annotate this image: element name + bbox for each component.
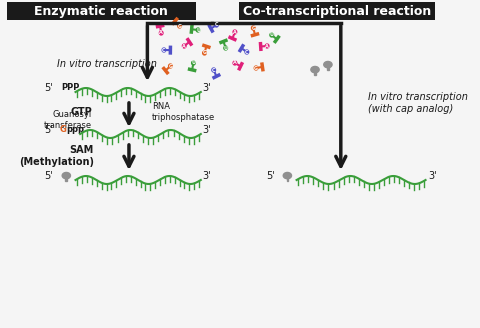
Circle shape <box>159 31 163 35</box>
Circle shape <box>233 30 237 34</box>
Text: 3': 3' <box>203 125 211 135</box>
Circle shape <box>203 51 206 55</box>
Circle shape <box>168 64 172 68</box>
Text: Co-transcriptional reaction: Co-transcriptional reaction <box>243 5 431 17</box>
Text: 3': 3' <box>428 171 437 181</box>
Text: RNA
triphosphatase: RNA triphosphatase <box>152 102 215 122</box>
Text: C: C <box>212 68 216 72</box>
Text: C: C <box>162 48 166 52</box>
Text: 3': 3' <box>203 171 211 181</box>
Text: ppp: ppp <box>66 126 84 134</box>
Text: A: A <box>159 31 163 35</box>
Text: 5': 5' <box>45 171 53 181</box>
Ellipse shape <box>324 61 332 68</box>
Circle shape <box>196 28 200 32</box>
Text: GTP: GTP <box>71 107 92 117</box>
Ellipse shape <box>62 173 71 179</box>
Circle shape <box>233 61 237 65</box>
Circle shape <box>224 46 228 50</box>
Text: G: G <box>252 26 255 31</box>
Circle shape <box>192 61 195 65</box>
Text: Enzymatic reaction: Enzymatic reaction <box>35 5 168 17</box>
FancyBboxPatch shape <box>327 65 329 70</box>
Ellipse shape <box>311 67 319 73</box>
Circle shape <box>252 26 255 30</box>
Text: G: G <box>178 24 181 29</box>
Text: A: A <box>182 44 186 49</box>
Text: 3': 3' <box>203 83 211 93</box>
Text: U: U <box>224 46 228 51</box>
FancyBboxPatch shape <box>7 2 196 20</box>
Circle shape <box>212 68 216 72</box>
Text: C: C <box>215 23 218 28</box>
FancyBboxPatch shape <box>314 70 316 75</box>
Text: SAM
(Methylation): SAM (Methylation) <box>19 145 94 167</box>
Circle shape <box>254 66 258 70</box>
FancyBboxPatch shape <box>65 175 67 181</box>
Circle shape <box>245 50 249 54</box>
Circle shape <box>162 48 166 52</box>
Circle shape <box>265 44 269 48</box>
Text: Guanosyl
transferase: Guanosyl transferase <box>44 110 92 130</box>
FancyBboxPatch shape <box>240 2 435 20</box>
Circle shape <box>270 33 274 37</box>
Text: In vitro transcription
(with cap analog): In vitro transcription (with cap analog) <box>369 92 468 114</box>
Text: C: C <box>245 50 249 54</box>
Text: A: A <box>265 44 269 49</box>
Text: PPP: PPP <box>62 84 80 92</box>
Text: 5': 5' <box>266 171 275 181</box>
Ellipse shape <box>283 173 291 179</box>
Text: U: U <box>270 32 274 37</box>
Circle shape <box>178 24 181 28</box>
Text: G: G <box>203 51 206 55</box>
Circle shape <box>215 23 218 27</box>
Text: U: U <box>192 60 195 66</box>
Text: A: A <box>233 30 237 34</box>
FancyBboxPatch shape <box>287 175 288 181</box>
Text: In vitro transcription: In vitro transcription <box>57 59 157 69</box>
Text: G: G <box>168 64 172 69</box>
Text: 5': 5' <box>45 83 53 93</box>
Text: G: G <box>60 126 67 134</box>
Text: 5': 5' <box>45 125 53 135</box>
Text: G: G <box>254 66 258 71</box>
Text: U: U <box>196 28 200 32</box>
Circle shape <box>182 44 186 48</box>
Text: A: A <box>233 60 237 66</box>
